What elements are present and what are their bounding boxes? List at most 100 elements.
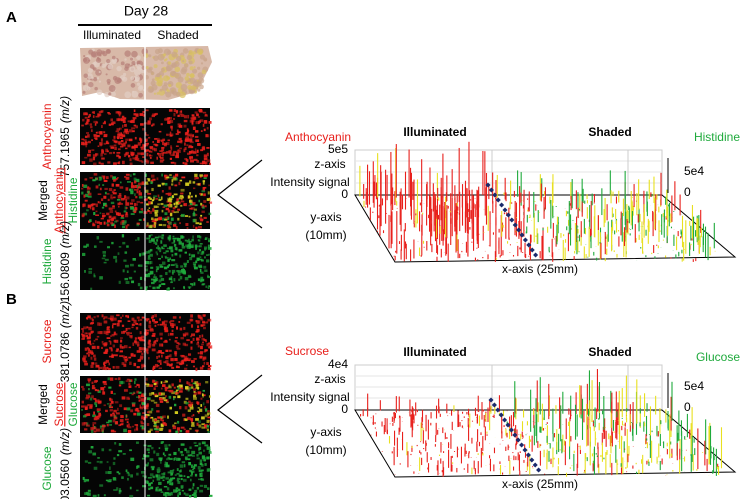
pixel (153, 274, 156, 277)
pixel (176, 347, 181, 350)
pixel (204, 349, 207, 352)
pixel (104, 187, 108, 190)
pixel (102, 389, 105, 392)
pixel (106, 461, 109, 463)
pixel (194, 489, 198, 493)
pixel (155, 487, 158, 491)
pixel (179, 385, 183, 388)
pixel (174, 184, 178, 187)
pixel (97, 201, 100, 204)
pixel (113, 331, 116, 335)
pixel (161, 182, 165, 185)
pixel (114, 339, 119, 343)
pixel (192, 235, 194, 239)
pixel (142, 404, 146, 409)
pixel (179, 110, 182, 113)
pixel (107, 150, 109, 153)
pixel (203, 246, 208, 250)
leaf-texture (124, 58, 127, 61)
pixel (86, 132, 90, 134)
pixel (91, 362, 95, 365)
leaf-texture (83, 55, 86, 58)
pixel (152, 286, 156, 290)
pixel (194, 176, 196, 180)
pixel (88, 115, 90, 119)
pixel (125, 264, 129, 268)
pixel (157, 324, 160, 326)
pixel (155, 112, 158, 116)
pixel (172, 175, 177, 179)
pixel (138, 190, 141, 193)
pixel (194, 130, 199, 133)
pixel (108, 215, 112, 219)
pixel (201, 204, 205, 208)
pixel (158, 481, 162, 485)
pixel (160, 423, 164, 427)
pixel (113, 255, 117, 259)
pixel (113, 162, 117, 165)
pixel (184, 332, 189, 336)
pixel (155, 198, 158, 200)
pixel (185, 429, 190, 433)
pixel (183, 492, 186, 495)
pixel (102, 184, 105, 186)
leaf-texture (193, 66, 196, 69)
pixel (84, 116, 88, 119)
pixel (199, 459, 203, 463)
pixel (167, 456, 170, 460)
pixel (167, 333, 170, 337)
pixel (106, 223, 110, 227)
pixel (175, 264, 179, 268)
pixel (204, 406, 207, 410)
pixel (85, 394, 90, 398)
pixel (116, 348, 119, 351)
pixel (161, 354, 163, 358)
pixel (193, 357, 197, 360)
pixel (180, 469, 182, 472)
pixel (171, 209, 175, 213)
pixel (81, 191, 84, 195)
pixel (177, 123, 182, 126)
pixel (141, 402, 146, 406)
pixel (101, 206, 105, 209)
pixel (207, 416, 211, 419)
pixel (92, 342, 95, 345)
z-axis-desc: Intensity signal (270, 175, 349, 189)
pixel (170, 472, 173, 476)
pixel (83, 360, 88, 363)
pixel (168, 235, 172, 238)
pixel (188, 133, 193, 136)
pixel (147, 494, 151, 497)
pixel (176, 479, 180, 482)
pixel (186, 226, 189, 230)
leaf-texture (171, 62, 177, 69)
pixel (171, 324, 174, 328)
pixel (113, 430, 117, 433)
pixel (110, 318, 114, 322)
pixel (171, 383, 174, 387)
pixel (200, 252, 204, 256)
pixel (118, 193, 122, 196)
pixel (206, 428, 210, 432)
pixel (152, 141, 154, 143)
pixel (149, 248, 153, 252)
pixel (120, 316, 122, 319)
pixel (177, 125, 180, 128)
pixel (171, 183, 174, 186)
pixel (178, 196, 183, 200)
leaf-texture (106, 59, 111, 64)
pixel (106, 222, 109, 225)
pixel (89, 158, 93, 162)
pixel (146, 224, 150, 228)
pixel (160, 202, 164, 206)
pixel (158, 367, 162, 370)
pixel (192, 181, 196, 184)
pixel (208, 346, 212, 349)
pixel (130, 188, 134, 192)
mz-unit: (m/z) (58, 301, 72, 328)
row-label: Histidine (40, 238, 54, 284)
pixel (84, 460, 88, 463)
pixel (114, 401, 119, 404)
pixel (191, 360, 195, 363)
pixel (177, 217, 180, 221)
